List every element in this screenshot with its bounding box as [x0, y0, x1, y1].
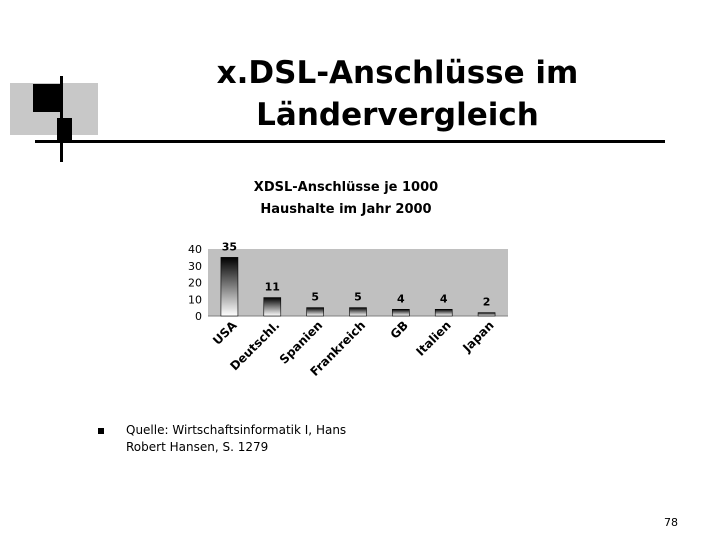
- bar: [349, 307, 367, 317]
- bar: [477, 312, 496, 317]
- slide-number: 78: [664, 516, 678, 529]
- bar-chart: XDSL-Anschlüsse je 1000 Haushalte im Jah…: [188, 180, 508, 379]
- source-line-2: Robert Hansen, S. 1279: [126, 440, 269, 454]
- bar: [392, 309, 410, 317]
- bar-value-label: 4: [397, 292, 405, 305]
- bullet-marker: [98, 428, 104, 434]
- bar-value-label: 5: [354, 291, 362, 304]
- y-tick-label: 40: [188, 243, 202, 256]
- bar: [306, 307, 324, 317]
- bar-value-label: 2: [483, 296, 491, 309]
- chart-title-line-2: Haushalte im Jahr 2000: [260, 202, 431, 217]
- bar-value-label: 35: [222, 240, 237, 253]
- x-category-label: GB: [388, 318, 411, 341]
- source-line-1: Quelle: Wirtschaftsinformatik I, Hans: [126, 423, 347, 437]
- y-axis-ticks: 40 30 20 10 0: [188, 243, 202, 323]
- plot-area: [208, 249, 508, 316]
- y-tick-label: 20: [188, 277, 202, 290]
- bar-value-label: 11: [265, 281, 280, 294]
- slide-title-line-1: x.DSL-Anschlüsse im: [216, 55, 579, 91]
- bar-series: 35 11 5 5 4 4 2: [220, 240, 496, 317]
- source-citation: Quelle: Wirtschaftsinformatik I, Hans Ro…: [126, 422, 386, 456]
- slide-title-line-2: Ländervergleich: [256, 97, 539, 133]
- x-category-label: USA: [210, 318, 240, 348]
- decorative-dark-block: [57, 118, 72, 140]
- bar: [263, 297, 282, 317]
- x-category-label: Japan: [459, 318, 496, 355]
- bar-value-label: 5: [311, 291, 319, 304]
- y-tick-label: 10: [188, 293, 202, 306]
- bar-value-label: 4: [440, 292, 448, 305]
- chart-title-line-1: XDSL-Anschlüsse je 1000: [254, 180, 438, 195]
- y-tick-label: 30: [188, 260, 202, 273]
- y-tick-label: 0: [195, 310, 202, 323]
- bar: [434, 309, 453, 317]
- x-category-label: Italien: [413, 318, 453, 358]
- decorative-black-block: [33, 84, 63, 112]
- slide-title: x.DSL-Anschlüsse im Ländervergleich: [170, 52, 625, 136]
- bar: [220, 257, 239, 317]
- title-underline-rule: [35, 140, 665, 143]
